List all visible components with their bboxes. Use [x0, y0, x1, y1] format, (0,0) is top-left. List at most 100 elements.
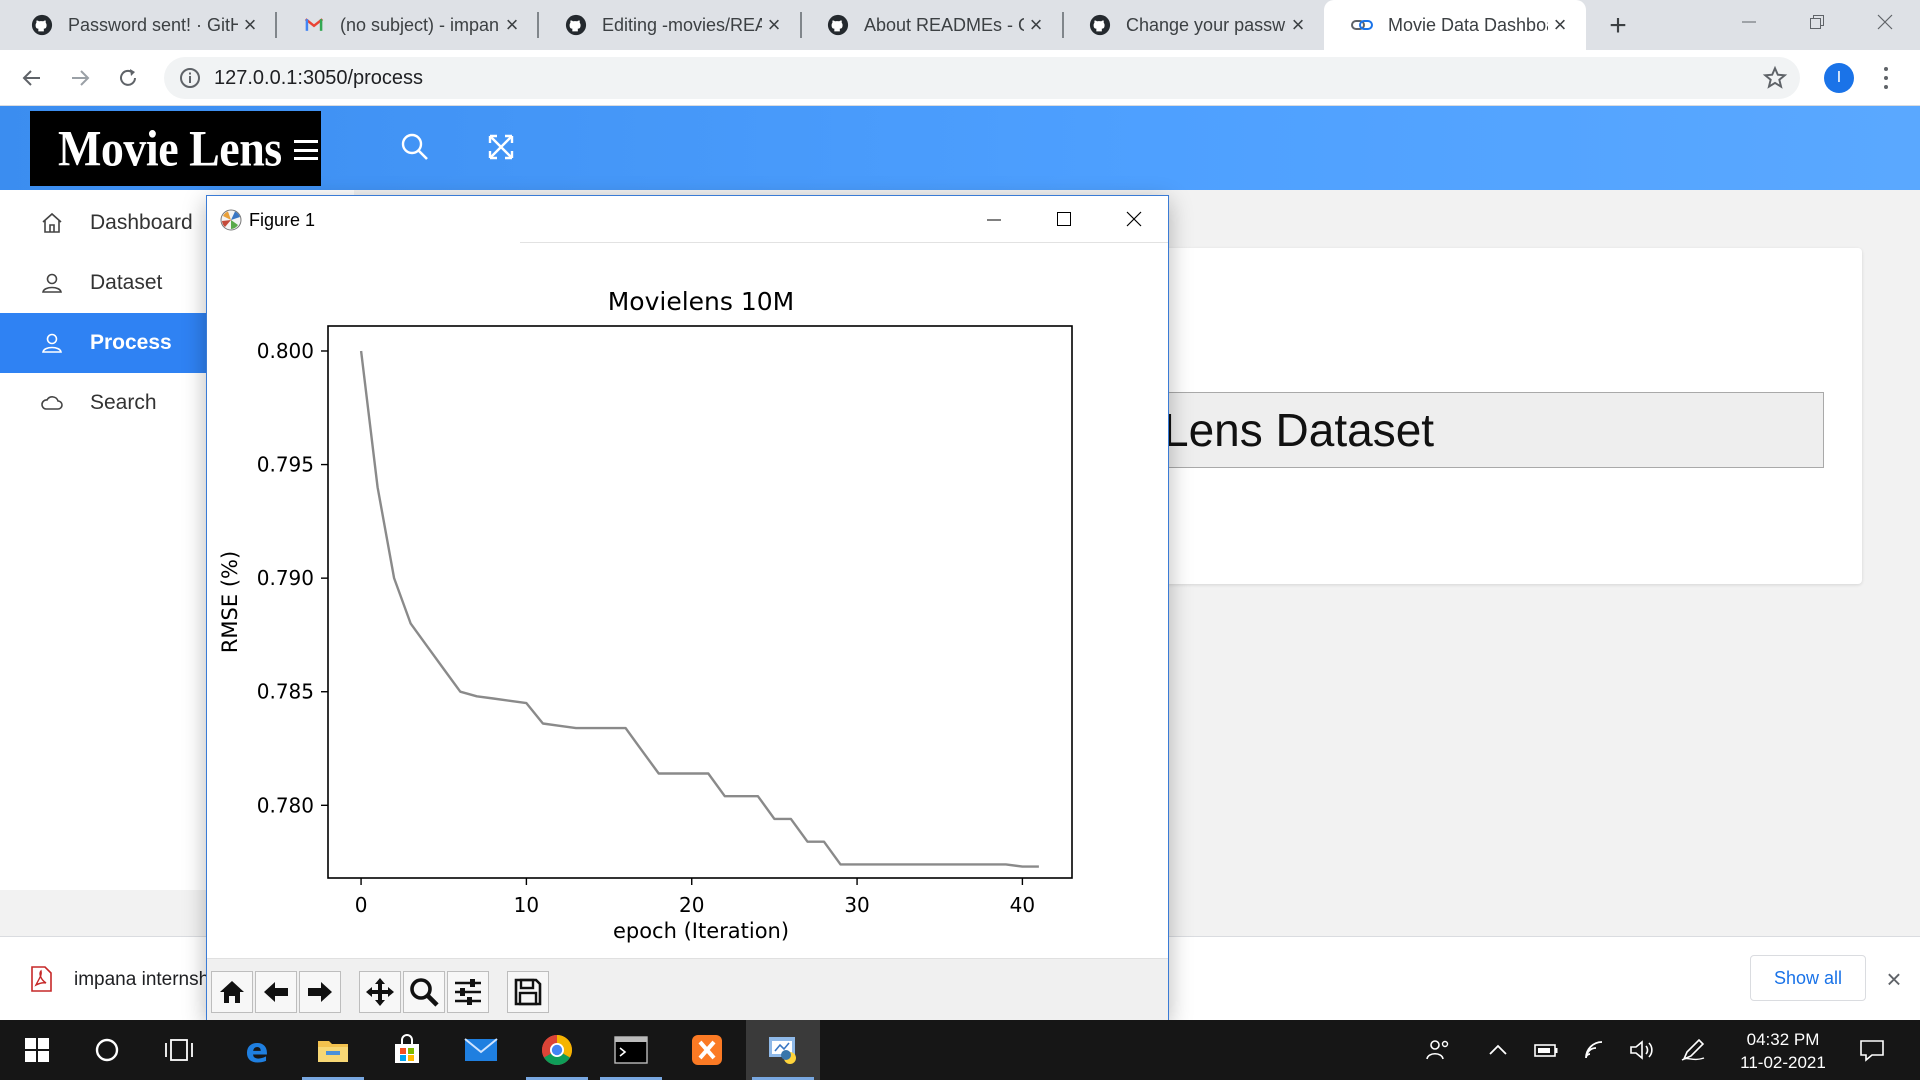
- back-button[interactable]: [14, 60, 50, 96]
- sidebar-item-label: Dashboard: [90, 211, 193, 234]
- sidebar-item-label: Process: [90, 331, 172, 354]
- mail-app[interactable]: [444, 1020, 518, 1080]
- sidebar-item-label: Dataset: [90, 271, 163, 294]
- close-icon[interactable]: ×: [505, 12, 519, 37]
- chart-title: Movielens 10M: [608, 287, 795, 316]
- file-explorer-app[interactable]: [296, 1020, 370, 1080]
- download-filename[interactable]: impana internship: [74, 969, 224, 990]
- save-button[interactable]: [507, 971, 549, 1013]
- search-icon[interactable]: [398, 130, 432, 164]
- browser-tab-2[interactable]: (no subject) - impana ×: [276, 0, 538, 50]
- plot-canvas[interactable]: Movielens 10M 0 10 20 30 40 0.780 0.785 0.790 0…: [207, 244, 1168, 958]
- zoom-button[interactable]: [403, 971, 445, 1013]
- close-icon[interactable]: ×: [243, 12, 257, 37]
- info-icon[interactable]: [178, 66, 202, 90]
- back-button[interactable]: [255, 971, 297, 1013]
- user-icon: [42, 273, 62, 293]
- close-icon[interactable]: ×: [1029, 12, 1043, 37]
- windows-logo-icon: [25, 1038, 49, 1062]
- close-window-button[interactable]: [1850, 0, 1920, 44]
- link-icon: [1350, 13, 1374, 37]
- search-taskbar-button[interactable]: [70, 1020, 144, 1080]
- store-icon: [395, 1034, 419, 1063]
- cortana-circle-icon: [95, 1038, 119, 1062]
- fullscreen-icon[interactable]: [484, 130, 518, 164]
- python-figure-app[interactable]: [746, 1020, 820, 1080]
- windows-taskbar: e 04:32 PM 11-02-2021: [0, 1020, 1920, 1080]
- x-axis: 0 10 20 30 40: [355, 878, 1035, 917]
- forward-button[interactable]: [299, 971, 341, 1013]
- x-tick-label: 0: [355, 893, 368, 917]
- y-tick-label: 0.795: [257, 453, 314, 477]
- edge-app[interactable]: e: [220, 1020, 294, 1080]
- store-app[interactable]: [370, 1020, 444, 1080]
- browser-tab-active[interactable]: Movie Data Dashboard ×: [1324, 0, 1586, 50]
- configure-icon: [455, 979, 481, 1005]
- svg-text:e: e: [245, 1033, 268, 1067]
- taskbar-clock[interactable]: 04:32 PM 11-02-2021: [1720, 1028, 1846, 1074]
- action-center-icon[interactable]: [1858, 1038, 1886, 1062]
- running-indicator: [752, 1077, 814, 1080]
- battery-icon[interactable]: [1532, 1038, 1560, 1062]
- arrow-right-icon: [72, 70, 90, 86]
- dataset-title: Lens Dataset: [1163, 404, 1435, 456]
- configure-subplots-button[interactable]: [447, 971, 489, 1013]
- close-icon[interactable]: ×: [767, 12, 781, 37]
- chevron-up-icon[interactable]: [1484, 1038, 1512, 1062]
- browser-tab-3[interactable]: Editing -movies/README ×: [538, 0, 800, 50]
- sidebar-item-search[interactable]: Search: [0, 373, 354, 433]
- x-tick-label: 30: [844, 893, 869, 917]
- figure-titlebar[interactable]: Figure 1: [207, 196, 1168, 244]
- show-all-button[interactable]: Show all: [1750, 955, 1866, 1001]
- reload-button[interactable]: [110, 60, 146, 96]
- pen-icon[interactable]: [1680, 1038, 1708, 1062]
- new-tab-button[interactable]: +: [1609, 9, 1627, 42]
- browser-tab-strip: Password sent! · GitHub × (no subject) -…: [0, 0, 1920, 50]
- people-icon[interactable]: [1424, 1038, 1452, 1062]
- matplotlib-toolbar: [207, 958, 1168, 1020]
- menu-toggle-icon[interactable]: [294, 140, 318, 160]
- arrow-left-icon: [22, 70, 40, 86]
- figure-close-button[interactable]: [1099, 196, 1169, 242]
- zoom-icon: [410, 978, 439, 1007]
- address-bar[interactable]: 127.0.0.1:3050/process: [164, 57, 1800, 99]
- figure-maximize-button[interactable]: [1029, 196, 1099, 242]
- y-axis: 0.780 0.785 0.790 0.795 0.800: [257, 339, 328, 817]
- gmail-icon: [302, 13, 326, 37]
- task-view-button[interactable]: [142, 1020, 216, 1080]
- close-icon[interactable]: ×: [1291, 12, 1305, 37]
- restore-button[interactable]: [1782, 0, 1852, 44]
- minimize-button[interactable]: [1714, 0, 1784, 44]
- x-tick-label: 40: [1010, 893, 1035, 917]
- github-icon: [30, 13, 54, 37]
- home-icon: [220, 981, 244, 1003]
- wifi-icon[interactable]: [1582, 1038, 1610, 1062]
- browser-tab-5[interactable]: Change your password ×: [1062, 0, 1324, 50]
- browser-toolbar: 127.0.0.1:3050/process I: [0, 50, 1920, 106]
- bookmark-star-icon[interactable]: [1762, 65, 1788, 91]
- edge-icon: e: [245, 1033, 268, 1067]
- rmse-series-line: [359, 350, 1039, 868]
- tab-title: Movie Data Dashboard: [1388, 14, 1548, 35]
- clock-time: 04:32 PM: [1746, 1030, 1820, 1049]
- browser-tab-1[interactable]: Password sent! · GitHub ×: [4, 0, 276, 50]
- xampp-app[interactable]: [670, 1020, 744, 1080]
- chrome-app[interactable]: [520, 1020, 594, 1080]
- forward-button[interactable]: [62, 60, 98, 96]
- pan-button[interactable]: [359, 971, 401, 1013]
- figure-minimize-button[interactable]: [959, 196, 1029, 242]
- terminal-app[interactable]: [594, 1020, 668, 1080]
- maximize-icon: [1057, 212, 1071, 226]
- profile-avatar[interactable]: I: [1824, 63, 1854, 93]
- close-icon[interactable]: ×: [1886, 963, 1902, 994]
- home-button[interactable]: [211, 971, 253, 1013]
- volume-icon[interactable]: [1628, 1038, 1656, 1062]
- sidebar-item-dataset[interactable]: Dataset: [0, 253, 354, 313]
- app-logo[interactable]: Movie Lens: [30, 111, 321, 186]
- sidebar-item-dashboard[interactable]: Dashboard: [0, 193, 354, 253]
- more-menu-icon[interactable]: [1876, 64, 1896, 92]
- mail-icon: [464, 1038, 498, 1061]
- close-icon[interactable]: ×: [1553, 12, 1567, 37]
- start-button[interactable]: [0, 1020, 74, 1080]
- browser-tab-4[interactable]: About READMEs - GitHub ×: [800, 0, 1062, 50]
